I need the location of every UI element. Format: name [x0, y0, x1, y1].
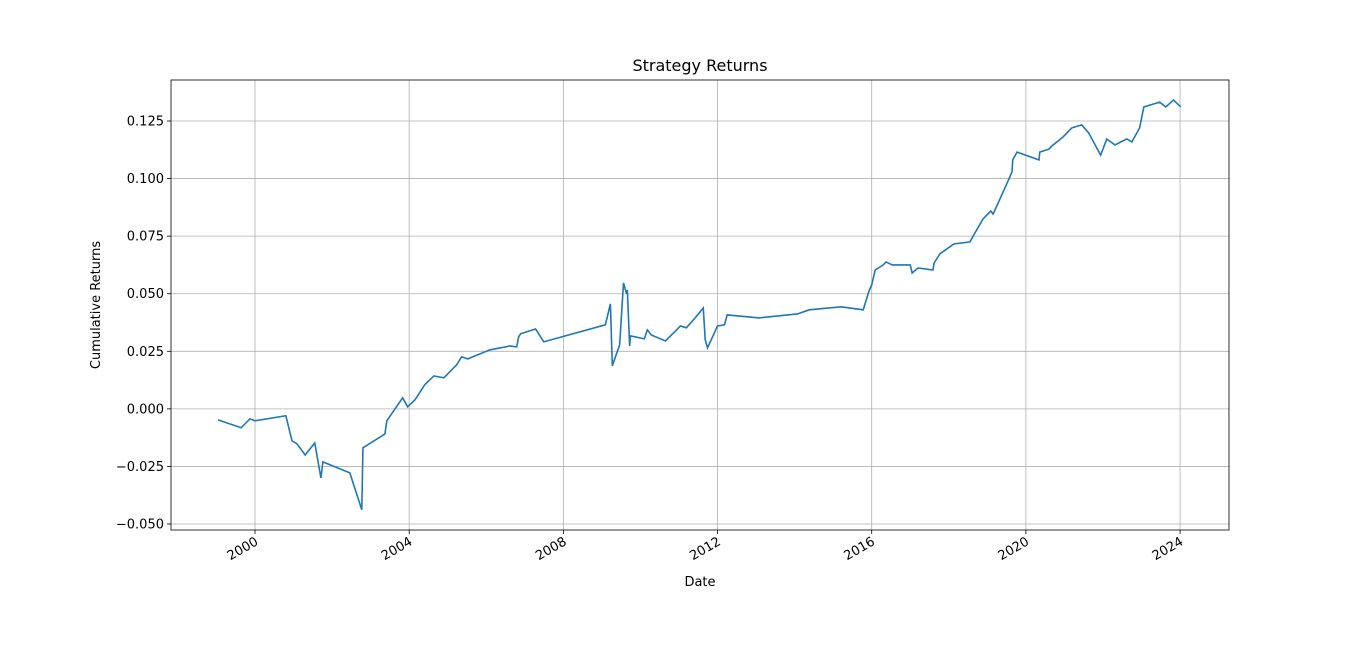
x-tick-label: 2008 [533, 534, 569, 564]
y-tick-label: 0.050 [127, 287, 164, 302]
y-tick-label: 0.100 [127, 172, 164, 187]
x-tick-label: 2004 [379, 534, 415, 564]
x-tick-label: 2020 [996, 534, 1032, 564]
y-tick-label: 0.000 [127, 402, 164, 417]
x-tick-label: 2024 [1150, 534, 1186, 564]
chart-title: Strategy Returns [632, 56, 767, 75]
y-tick-label: −0.025 [116, 460, 164, 475]
y-tick-label: 0.025 [127, 345, 164, 360]
y-tick-label: −0.050 [116, 518, 164, 533]
y-tick-label: 0.125 [127, 114, 164, 129]
y-axis-label: Cumulative Returns [89, 241, 104, 369]
plot-frame [170, 79, 1230, 531]
x-tick-label: 2012 [687, 534, 723, 564]
x-tick-label: 2000 [225, 534, 261, 564]
y-tick-label: 0.075 [127, 230, 164, 245]
x-axis-label: Date [684, 575, 715, 590]
x-tick-label: 2016 [842, 534, 878, 564]
line-series [217, 98, 1182, 510]
